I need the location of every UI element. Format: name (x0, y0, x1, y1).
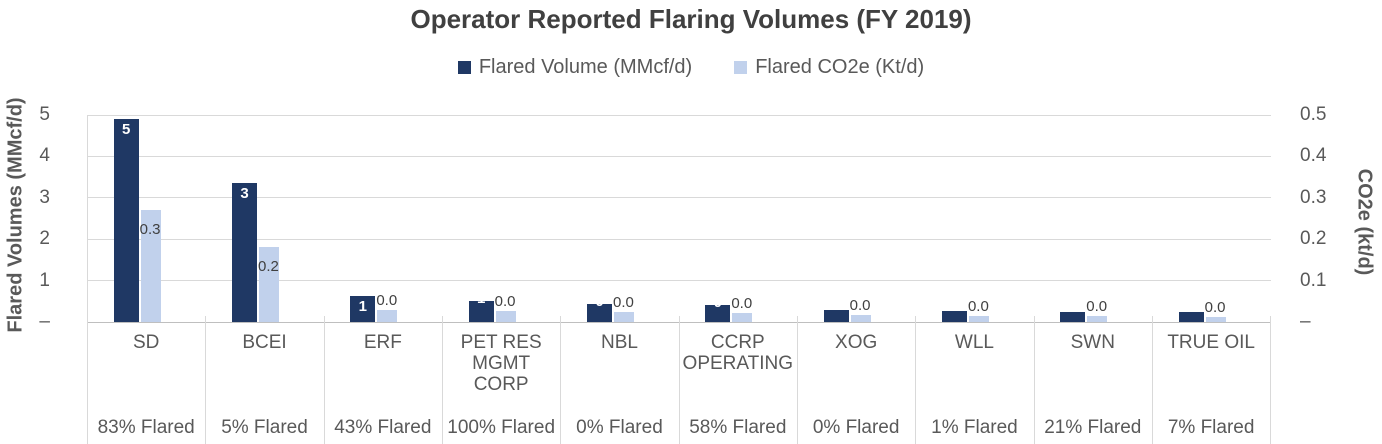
bar-flared-volume (823, 310, 849, 322)
category-divider (1270, 316, 1272, 444)
bar-co2e (1205, 317, 1226, 322)
bar-flared-volume (586, 304, 612, 322)
y-tick-left: 5 (39, 104, 50, 125)
y-tick-right: 0.4 (1300, 145, 1327, 167)
category-label: BCEI (242, 332, 287, 353)
co2e-value-label: 0.0 (967, 297, 989, 315)
pct-flared-label: 83% Flared (97, 417, 195, 438)
category-axis: SD 83% Flared BCEI 5% Flared ERF 43% Flared PE… (87, 316, 1272, 444)
bar-flared-volume (468, 300, 494, 322)
bar-flared-volume (231, 182, 257, 322)
bar-flared-volume (1060, 311, 1086, 322)
y-tick-left: 2 (39, 228, 50, 250)
bar-flared-volume (1178, 312, 1204, 322)
flared-volume-value-label: 0 (713, 294, 722, 312)
y-tick-right: 0.1 (1300, 269, 1327, 291)
category-divider (1033, 316, 1035, 444)
co2e-swatch-icon (734, 61, 748, 74)
y-tick-right: 0.2 (1300, 228, 1327, 250)
category-divider (323, 316, 325, 444)
bar-flared-volume (941, 310, 967, 322)
co2e-value-label: 0.0 (612, 294, 634, 312)
category-label: TRUE OIL (1167, 332, 1255, 353)
pct-flared-label: 58% Flared (689, 417, 787, 438)
category-label: ERF (363, 332, 402, 353)
gridline (88, 280, 1271, 282)
category-divider (1151, 316, 1153, 444)
co2e-value-label: 0.0 (731, 294, 753, 312)
category-label: CCRP OPERATING (682, 332, 794, 374)
y-tick-left: 1 (39, 269, 50, 291)
pct-flared-label: 0% Flared (576, 417, 663, 438)
category-divider (87, 316, 88, 444)
y-tick-right: 0.5 (1300, 104, 1327, 125)
chart-legend: Flared Volume (MMcf/d) Flared CO2e (Kt/d… (0, 56, 1382, 79)
co2e-value-label: 0.0 (1204, 299, 1226, 317)
pct-flared-label: 21% Flared (1044, 417, 1142, 438)
flared-volume-value-label: 5 (121, 121, 131, 139)
gridline (88, 155, 1271, 157)
co2e-value-label: 0.2 (257, 258, 279, 276)
category-label: PET RES MGMT CORP (460, 332, 542, 395)
flared-volume-value-label: 0 (595, 293, 604, 311)
legend-item-flared-volume: Flared Volume (MMcf/d) (457, 56, 693, 79)
category-divider (796, 316, 798, 444)
bar-flared-volume (350, 295, 376, 322)
category-divider (560, 316, 562, 444)
pct-flared-label: 1% Flared (931, 417, 1018, 438)
gridline (88, 114, 1271, 116)
co2e-value-label: 0.0 (494, 293, 516, 311)
category-label: NBL (600, 332, 638, 353)
gridline (88, 238, 1271, 240)
bar-co2e (613, 312, 634, 322)
pct-flared-label: 43% Flared (334, 417, 432, 438)
co2e-value-label: 0.0 (849, 296, 871, 314)
gridline (88, 197, 1271, 199)
legend-item-co2e: Flared CO2e (Kt/d) (734, 56, 924, 79)
pct-flared-label: 100% Flared (447, 417, 556, 438)
right-axis-title: CO2e (kt/d) (1353, 168, 1376, 276)
category-label: WLL (954, 332, 994, 353)
pct-flared-label: 5% Flared (221, 417, 308, 438)
y-tick-left: 4 (39, 145, 50, 167)
bar-co2e (495, 311, 516, 322)
y-tick-right: – (1300, 311, 1311, 332)
y-tick-right: 0.3 (1300, 186, 1327, 208)
bar-co2e (968, 315, 989, 322)
category-label: SWN (1070, 332, 1115, 353)
bar-flared-volume (113, 119, 139, 322)
bar-co2e (140, 210, 161, 322)
category-label: XOG (835, 332, 878, 353)
category-label: SD (132, 332, 160, 353)
legend-label-co2e: Flared CO2e (Kt/d) (755, 56, 925, 78)
category-divider (205, 316, 207, 444)
bar-co2e (377, 310, 398, 322)
chart-title: Operator Reported Flaring Volumes (FY 20… (410, 4, 972, 34)
flared-volume-value-label: 3 (240, 184, 249, 202)
legend-label-flared-volume: Flared Volume (MMcf/d) (478, 56, 693, 78)
category-divider (915, 316, 917, 444)
bar-co2e (258, 247, 279, 322)
bar-flared-volume (705, 305, 731, 322)
pct-flared-label: 0% Flared (812, 417, 900, 438)
left-axis-title: Flared Volumes (MMcf/d) (4, 97, 27, 333)
plot-area: 5 0.3 3 0.2 1 0.0 1 0.0 0 0.0 0 0.0 0.0 0.0 0.0 0.0 (87, 114, 1271, 322)
bar-co2e (850, 314, 871, 322)
flared-volume-value-label: 1 (358, 297, 367, 315)
bar-co2e (1087, 316, 1108, 322)
co2e-value-label: 0.0 (1086, 298, 1108, 316)
pct-flared-label: 7% Flared (1167, 417, 1255, 438)
y-tick-left: 3 (39, 186, 50, 208)
co2e-value-label: 0.0 (376, 291, 398, 309)
co2e-value-label: 0.3 (139, 221, 161, 239)
bar-co2e (732, 312, 753, 322)
flared-volume-value-label: 1 (476, 289, 486, 307)
flared-volume-swatch-icon (457, 61, 471, 74)
category-divider (441, 316, 443, 444)
y-tick-left: – (39, 311, 50, 332)
category-divider (678, 316, 680, 444)
